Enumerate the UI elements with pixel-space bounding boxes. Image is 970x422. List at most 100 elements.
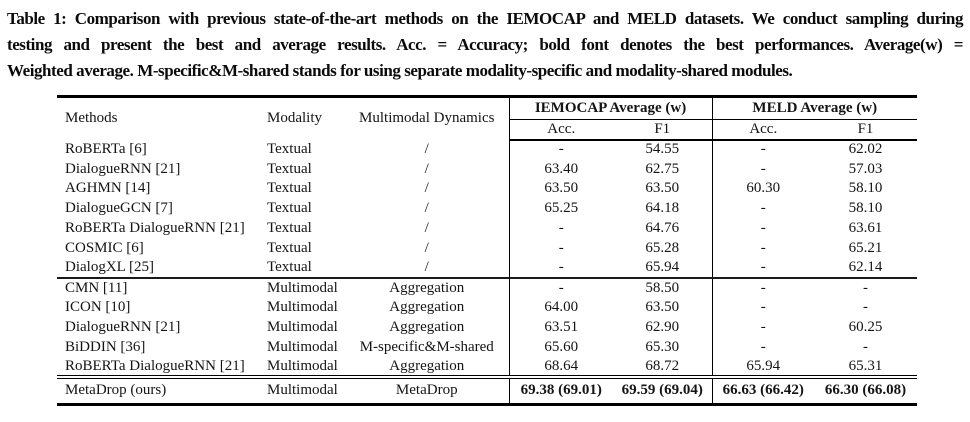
method-cell: MetaDrop (ours) bbox=[57, 375, 255, 405]
method-cell: DialogueGCN [7] bbox=[65, 200, 173, 217]
meld-acc-cell: 66.63 (66.42) bbox=[711, 375, 815, 405]
table-row: ICON [10] Multimodal Aggregation 64.00 63.50… bbox=[57, 297, 917, 318]
meld-acc-cell: - bbox=[711, 198, 815, 219]
dynamics-cell: Aggregation bbox=[389, 319, 465, 336]
dynamics-cell: / bbox=[424, 160, 429, 177]
iemocap-acc-cell: 65.60 bbox=[508, 337, 613, 358]
meld-f1-cell: 60.25 bbox=[848, 319, 883, 336]
table-row: RoBERTa DialogueRNN [21] Multimodal Aggreg… bbox=[57, 357, 917, 378]
meld-acc-cell: - bbox=[711, 238, 815, 259]
method-cell: DialogueRNN [21] bbox=[65, 160, 181, 177]
iemocap-f1-cell: 65.28 bbox=[645, 239, 680, 256]
col-header-iemocap-acc: Acc. bbox=[508, 119, 613, 141]
dynamics-cell: / bbox=[424, 200, 429, 217]
caption-line: Table 1: Comparison with previous state-… bbox=[7, 9, 963, 28]
col-group-meld: MELD Average (w) bbox=[711, 96, 918, 120]
modality-cell: Textual bbox=[267, 239, 312, 256]
meld-f1-cell: 65.31 bbox=[848, 357, 883, 374]
iemocap-f1-cell: 62.90 bbox=[645, 319, 680, 336]
header-sub-row: Acc. F1 Acc. F1 bbox=[57, 119, 918, 141]
iemocap-f1-cell: 64.76 bbox=[645, 220, 680, 237]
table-row: AGHMN [14] Textual / 63.50 63.50 60.30 58.10 bbox=[57, 179, 917, 199]
method-cell: DialogXL [25] bbox=[65, 259, 155, 276]
table-row: MetaDrop (ours) Multimodal MetaDrop 69.38 (… bbox=[57, 375, 918, 405]
dynamics-cell: / bbox=[424, 259, 429, 276]
iemocap-acc-cell: - bbox=[508, 238, 613, 259]
iemocap-f1-cell: 58.50 bbox=[613, 277, 713, 298]
iemocap-f1-cell: 65.30 bbox=[645, 338, 680, 355]
caption-line: testing and present the best and average… bbox=[7, 35, 963, 54]
dynamics-cell: / bbox=[424, 220, 429, 237]
method-cell: RoBERTa DialogueRNN [21] bbox=[65, 220, 245, 237]
meld-f1-cell: 65.21 bbox=[848, 239, 883, 256]
modality-cell: Multimodal bbox=[267, 319, 338, 336]
meld-acc-cell: - bbox=[711, 159, 815, 180]
iemocap-f1-cell: 63.50 bbox=[645, 299, 680, 316]
table-row: CMN [11] Multimodal Aggregation -58.50- - bbox=[57, 277, 918, 298]
modality-cell: Multimodal bbox=[267, 299, 338, 316]
modality-cell: Multimodal bbox=[255, 277, 345, 298]
meld-f1-cell: 62.02 bbox=[848, 141, 883, 158]
iemocap-f1-cell: 64.18 bbox=[645, 200, 680, 217]
col-header-iemocap-f1: F1 bbox=[613, 119, 713, 141]
meld-f1-cell: - bbox=[814, 277, 918, 298]
caption-line: Weighted average. M-specific&M-shared st… bbox=[7, 61, 793, 80]
iemocap-acc-cell: - bbox=[508, 277, 613, 298]
iemocap-f1-cell: 54.55 bbox=[645, 141, 680, 158]
iemocap-acc-cell: 63.40 bbox=[508, 159, 613, 180]
meld-f1-cell: 62.14 bbox=[848, 259, 883, 276]
col-group-iemocap: IEMOCAP Average (w) bbox=[508, 96, 713, 120]
meld-f1-cell: 58.10 bbox=[848, 180, 883, 197]
iemocap-acc-cell: 64.00 bbox=[508, 297, 613, 318]
col-header-meld-acc: Acc. bbox=[711, 119, 815, 141]
modality-cell: Textual bbox=[267, 200, 312, 217]
iemocap-f1-cell: 68.72 bbox=[645, 357, 680, 374]
modality-cell: Multimodal bbox=[267, 338, 338, 355]
meld-f1-cell: - bbox=[863, 338, 869, 355]
iemocap-acc-cell: 65.25 bbox=[508, 198, 613, 219]
meld-f1-cell: 57.03 bbox=[848, 160, 883, 177]
table-row: DialogXL [25] Textual / - 65.94 - 62.14 bbox=[57, 258, 917, 279]
method-cell: BiDDIN [36] bbox=[65, 338, 146, 355]
results-table: Methods Modality Multimodal Dynamics IEM… bbox=[57, 95, 918, 406]
dynamics-cell: / bbox=[424, 180, 429, 197]
modality-cell: Textual bbox=[267, 140, 312, 157]
modality-cell: Textual bbox=[267, 259, 312, 276]
meld-acc-cell: 60.30 bbox=[711, 179, 815, 199]
meld-acc-cell: - bbox=[711, 277, 815, 298]
dynamics-cell: Aggregation bbox=[345, 277, 509, 298]
method-cell: COSMIC [6] bbox=[65, 239, 144, 256]
col-header-meld-f1: F1 bbox=[814, 119, 918, 141]
table-row: COSMIC [6] Textual / - 65.28 - 65.21 bbox=[57, 238, 917, 259]
meld-acc-cell: 65.94 bbox=[711, 357, 815, 378]
modality-cell: Multimodal bbox=[267, 357, 338, 374]
header-group-row: Methods Modality Multimodal Dynamics IEM… bbox=[57, 96, 918, 126]
iemocap-acc-cell: 63.50 bbox=[508, 179, 613, 199]
meld-f1-cell: 63.61 bbox=[848, 220, 883, 237]
modality-cell: Textual bbox=[267, 180, 312, 197]
iemocap-acc-cell: 69.38 (69.01) bbox=[508, 375, 613, 405]
method-cell: RoBERTa [6] bbox=[65, 140, 147, 157]
table-header: Methods Modality Multimodal Dynamics IEM… bbox=[57, 96, 918, 141]
dynamics-cell: / bbox=[424, 239, 429, 256]
iemocap-acc-cell: 63.51 bbox=[508, 317, 613, 338]
iemocap-acc-cell: - bbox=[508, 258, 613, 279]
method-cell: ICON [10] bbox=[65, 299, 131, 316]
table-row: DialogueGCN [7] Textual / 65.25 64.18 - 58.10 bbox=[57, 198, 917, 219]
textual-rows: RoBERTa [6] Textual / - 54.55 - 62.02 DialogueR… bbox=[57, 139, 917, 279]
meld-f1-cell: 66.30 (66.08) bbox=[814, 375, 918, 405]
table-caption: Table 1: Comparison with previous state-… bbox=[0, 0, 970, 84]
iemocap-f1-cell: 63.50 bbox=[645, 180, 680, 197]
meld-f1-cell: 58.10 bbox=[848, 200, 883, 217]
col-header-methods: Methods bbox=[65, 110, 118, 127]
table-row: RoBERTa DialogueRNN [21] Textual / - 64.76 - 6… bbox=[57, 218, 917, 239]
meld-acc-cell: - bbox=[711, 139, 815, 160]
meld-acc-cell: - bbox=[711, 337, 815, 358]
dynamics-cell: Aggregation bbox=[389, 299, 465, 316]
final-rows: MetaDrop (ours) Multimodal MetaDrop 69.38 (… bbox=[57, 375, 918, 405]
meld-acc-cell: - bbox=[711, 317, 815, 338]
method-cell: CMN [11] bbox=[57, 277, 255, 298]
table-row: RoBERTa [6] Textual / - 54.55 - 62.02 bbox=[57, 139, 917, 160]
meld-acc-cell: - bbox=[711, 258, 815, 279]
modality-cell: Textual bbox=[267, 160, 312, 177]
